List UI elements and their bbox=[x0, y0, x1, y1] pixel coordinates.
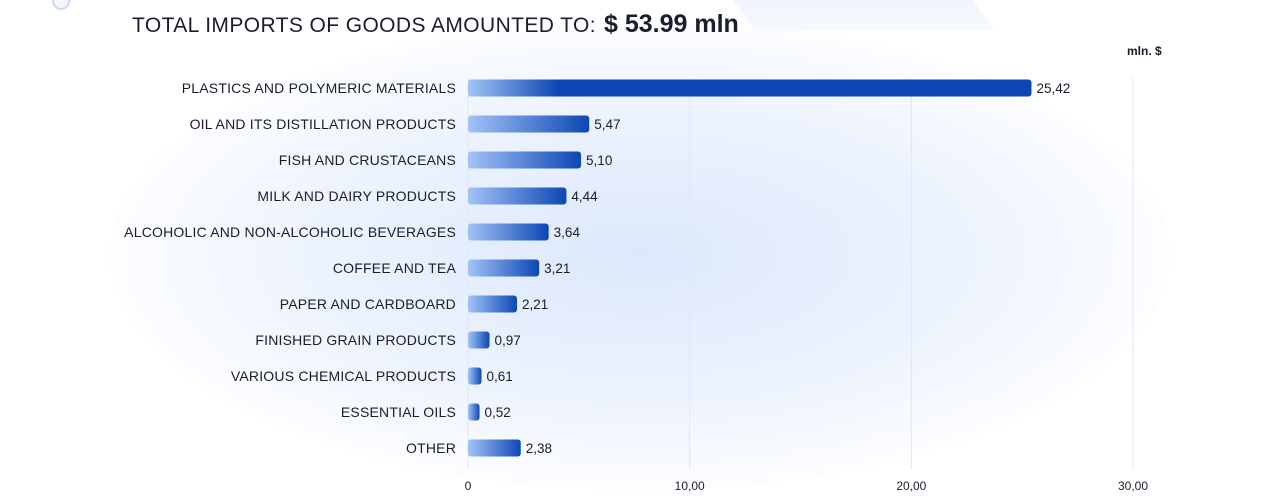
category-label: VARIOUS CHEMICAL PRODUCTS bbox=[231, 368, 456, 384]
value-label: 2,21 bbox=[522, 297, 548, 312]
value-label: 0,97 bbox=[495, 333, 521, 348]
value-label: 0,52 bbox=[485, 405, 511, 420]
category-label: COFFEE AND TEA bbox=[333, 260, 457, 276]
bar bbox=[468, 187, 567, 205]
bar bbox=[468, 223, 549, 241]
chart-title: TOTAL IMPORTS OF GOODS AMOUNTED TO: $ 53.… bbox=[132, 10, 739, 39]
bar bbox=[468, 331, 490, 349]
value-label: 3,21 bbox=[544, 261, 570, 276]
value-label: 5,10 bbox=[586, 153, 612, 168]
x-tick-label: 10,00 bbox=[675, 479, 705, 493]
bar bbox=[468, 151, 582, 169]
x-tick-label: 30,00 bbox=[1118, 479, 1148, 493]
category-label: FISH AND CRUSTACEANS bbox=[279, 152, 456, 168]
bar bbox=[468, 79, 1032, 97]
value-label: 2,38 bbox=[526, 441, 552, 456]
bar bbox=[468, 259, 540, 277]
value-label: 3,64 bbox=[554, 225, 581, 240]
category-label: MILK AND DAIRY PRODUCTS bbox=[257, 188, 456, 204]
decorative-dot bbox=[52, 0, 70, 10]
category-label: FINISHED GRAIN PRODUCTS bbox=[255, 332, 456, 348]
category-label: PLASTICS AND POLYMERIC MATERIALS bbox=[182, 80, 456, 96]
title-lead: TOTAL IMPORTS OF GOODS AMOUNTED TO: bbox=[132, 14, 597, 37]
category-label: PAPER AND CARDBOARD bbox=[280, 296, 456, 312]
bar bbox=[468, 295, 517, 313]
category-label: ESSENTIAL OILS bbox=[341, 404, 456, 420]
x-tick-label: 0 bbox=[465, 479, 472, 493]
value-label: 5,47 bbox=[594, 117, 620, 132]
bar bbox=[468, 115, 590, 133]
category-label: OTHER bbox=[406, 440, 456, 456]
title-total: $ 53.99 mln bbox=[604, 10, 739, 38]
value-label: 0,61 bbox=[487, 369, 513, 384]
value-label: 25,42 bbox=[1036, 81, 1070, 96]
x-tick-label: 20,00 bbox=[896, 479, 926, 493]
bar bbox=[468, 439, 521, 457]
unit-label: mln. $ bbox=[1127, 44, 1162, 58]
category-label: ALCOHOLIC AND NON-ALCOHOLIC BEVERAGES bbox=[124, 224, 456, 240]
bar bbox=[468, 367, 482, 385]
bar bbox=[468, 403, 480, 421]
category-label: OIL AND ITS DISTILLATION PRODUCTS bbox=[190, 116, 456, 132]
value-label: 4,44 bbox=[571, 189, 598, 204]
